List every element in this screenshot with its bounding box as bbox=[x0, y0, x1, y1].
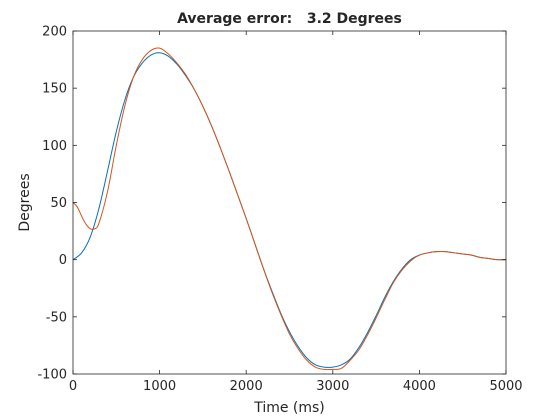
x-tick-label: 5000 bbox=[489, 379, 522, 394]
y-tick-label: 0 bbox=[59, 253, 67, 268]
x-tick-label: 0 bbox=[69, 379, 77, 394]
x-tick-label: 3000 bbox=[316, 379, 349, 394]
y-tick-label: -100 bbox=[37, 368, 67, 383]
x-tick-label: 4000 bbox=[403, 379, 436, 394]
x-axis-label: Time (ms) bbox=[253, 400, 325, 416]
series-line-estimated bbox=[72, 47, 507, 371]
y-tick-label: 200 bbox=[42, 25, 67, 40]
plot-area bbox=[73, 31, 506, 374]
x-tick-label: 2000 bbox=[230, 379, 263, 394]
y-tick-label: 100 bbox=[42, 139, 67, 154]
y-tick-label: 150 bbox=[42, 82, 67, 97]
y-axis-label: Degrees bbox=[17, 173, 33, 231]
series-layer bbox=[72, 47, 507, 371]
tick-layer: 0 1000 2000 3000 4000 5000 -100 -50 0 50 100 150 200 bbox=[37, 25, 522, 395]
y-tick-label: -50 bbox=[46, 310, 67, 325]
x-tick-label: 1000 bbox=[143, 379, 176, 394]
y-tick-label: 50 bbox=[50, 196, 67, 211]
plot-frame bbox=[72, 30, 507, 375]
chart-title: Average error: 3.2 Degrees bbox=[177, 11, 402, 27]
